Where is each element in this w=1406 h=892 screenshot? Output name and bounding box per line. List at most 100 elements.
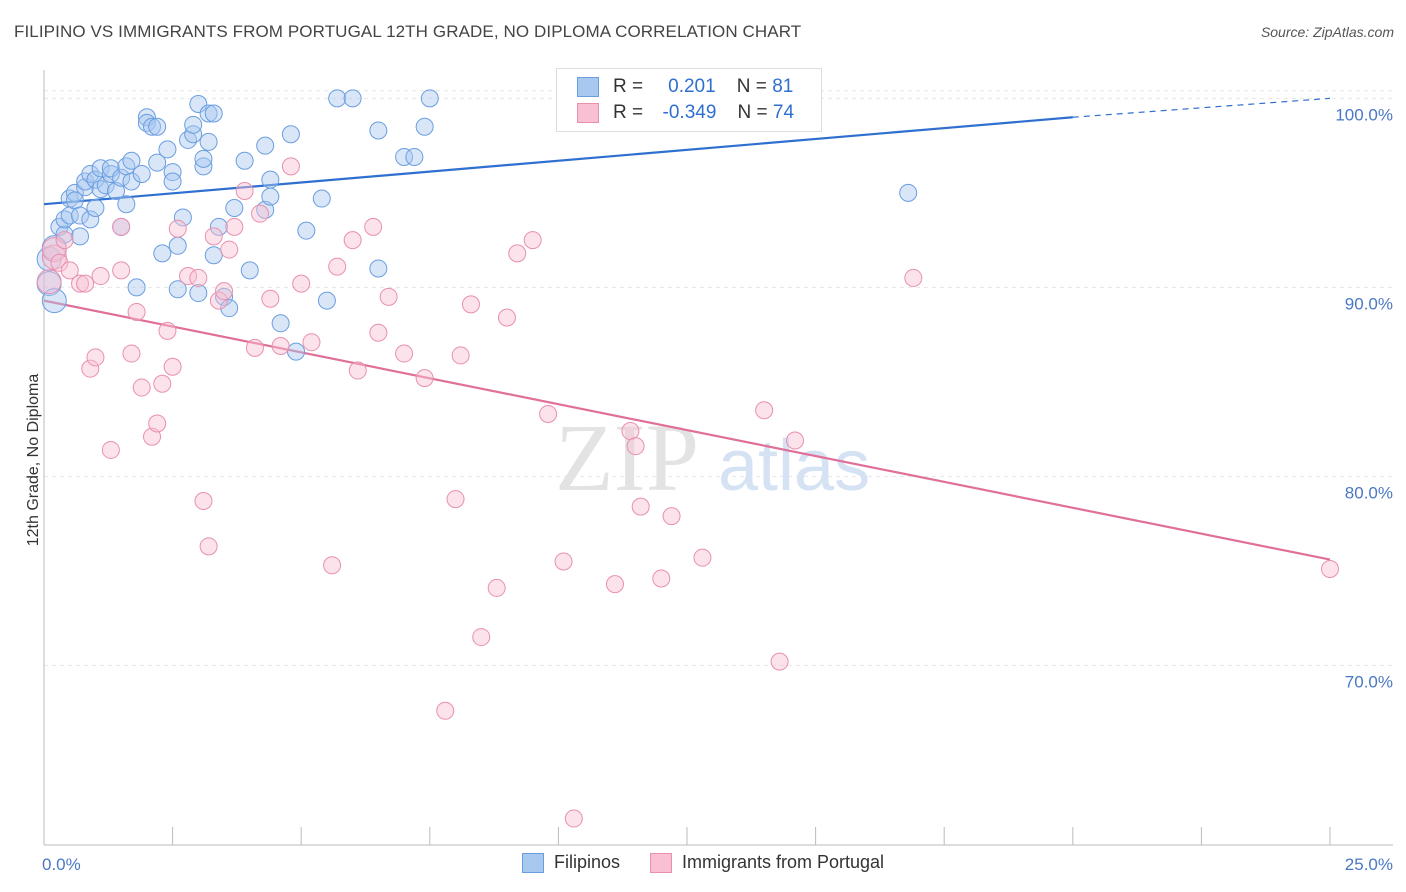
series-label-filipinos: Filipinos: [553, 852, 620, 872]
data-point-portugal: [348, 361, 367, 380]
data-point-filipinos: [122, 151, 141, 170]
data-point-filipinos: [204, 246, 223, 265]
data-point-filipinos: [189, 95, 208, 114]
data-point-portugal: [209, 291, 228, 310]
data-point-filipinos: [153, 244, 172, 263]
data-point-portugal: [292, 274, 311, 293]
data-point-filipinos: [122, 172, 141, 191]
legend: R = 0.201 N = 81 R = -0.349 N = 74: [556, 68, 822, 132]
data-point-portugal: [523, 231, 542, 250]
series-legend-filipinos[interactable]: Filipinos: [521, 852, 620, 873]
data-point-filipinos: [199, 132, 218, 151]
legend-n-value: 74: [772, 102, 795, 123]
data-point-filipinos: [184, 125, 203, 144]
data-point-portugal: [215, 282, 234, 301]
legend-r-value: 0.201: [668, 76, 716, 97]
legend-r-label: R =: [613, 102, 644, 123]
data-point-portugal: [652, 569, 671, 588]
series-label-portugal: Immigrants from Portugal: [681, 852, 885, 872]
data-point-filipinos: [194, 149, 213, 168]
data-point-filipinos: [312, 189, 331, 208]
data-point-filipinos: [81, 164, 100, 183]
data-point-portugal: [81, 359, 100, 378]
data-point-filipinos: [343, 89, 362, 108]
data-point-filipinos: [168, 236, 187, 255]
y-tick-label: 100.0%: [1335, 105, 1393, 124]
data-point-portugal: [86, 348, 105, 367]
series-legend-portugal[interactable]: Immigrants from Portugal: [649, 852, 885, 873]
chart-title: FILIPINO VS IMMIGRANTS FROM PORTUGAL 12T…: [14, 22, 802, 41]
data-point-filipinos: [184, 115, 203, 134]
data-point-portugal: [328, 257, 347, 276]
data-point-filipinos: [405, 147, 424, 166]
data-point-portugal: [323, 556, 342, 575]
data-point-filipinos: [148, 153, 167, 172]
x-tick-label: 0.0%: [42, 855, 81, 874]
data-point-filipinos: [112, 168, 131, 187]
data-point-portugal: [379, 287, 398, 306]
data-point-portugal: [436, 701, 455, 720]
data-point-portugal: [60, 261, 79, 280]
data-point-filipinos: [328, 89, 347, 108]
data-point-portugal: [487, 578, 506, 597]
data-point-filipinos: [271, 314, 290, 333]
data-point-filipinos: [256, 136, 275, 155]
data-point-portugal: [904, 268, 923, 287]
legend-n-label: N =: [736, 76, 767, 97]
data-point-portugal: [132, 378, 151, 397]
data-point-filipinos: [76, 178, 95, 197]
trend-line-portugal: [43, 299, 1331, 561]
trend-line-filipinos: [43, 116, 1073, 206]
legend-r-value: -0.349: [662, 102, 717, 123]
data-point-portugal: [163, 357, 182, 376]
series-legend: Filipinos Immigrants from Portugal: [0, 852, 1406, 873]
legend-n-label: N =: [737, 102, 768, 123]
data-point-portugal: [101, 440, 120, 459]
data-point-portugal: [112, 261, 131, 280]
legend-swatch-portugal: [577, 103, 599, 123]
data-point-filipinos: [281, 125, 300, 144]
data-point-filipinos: [158, 140, 177, 159]
data-point-portugal: [235, 181, 254, 200]
data-point-portugal: [343, 231, 362, 250]
data-point-filipinos: [143, 117, 162, 136]
data-point-portugal: [143, 427, 162, 446]
data-point-portugal: [755, 401, 774, 420]
data-point-portugal: [693, 548, 712, 567]
trend-line-filipinos-extrapolated: [1072, 97, 1331, 118]
data-point-filipinos: [220, 299, 239, 318]
data-point-portugal: [539, 405, 558, 424]
legend-n-value: 81: [772, 76, 794, 97]
data-point-filipinos: [86, 198, 105, 217]
data-point-filipinos: [395, 147, 414, 166]
data-point-filipinos: [117, 195, 136, 214]
data-point-portugal: [112, 217, 131, 236]
data-point-portugal: [415, 369, 434, 388]
data-point-portugal: [168, 219, 187, 238]
data-point-filipinos: [420, 89, 439, 108]
data-point-portugal: [41, 237, 67, 263]
x-tick-label: 25.0%: [1345, 855, 1393, 874]
data-point-portugal: [631, 497, 650, 516]
legend-swatch-filipinos: [577, 77, 599, 97]
data-point-filipinos: [71, 206, 90, 225]
data-point-filipinos: [317, 291, 336, 310]
data-point-filipinos: [168, 280, 187, 299]
data-point-portugal: [127, 302, 146, 321]
data-point-portugal: [554, 552, 573, 571]
data-point-filipinos: [194, 157, 213, 176]
data-point-portugal: [158, 321, 177, 340]
data-point-portugal: [1321, 560, 1339, 579]
data-point-filipinos: [204, 104, 223, 123]
data-point-filipinos: [369, 121, 388, 140]
data-point-portugal: [91, 267, 110, 286]
data-point-portugal: [251, 204, 270, 223]
data-point-portugal: [50, 253, 69, 272]
data-point-filipinos: [287, 342, 306, 361]
y-tick-label: 70.0%: [1345, 672, 1393, 691]
y-tick-label: 90.0%: [1345, 294, 1393, 313]
data-point-filipinos: [261, 170, 280, 189]
y-axis-label: 12th Grade, No Diploma: [25, 374, 42, 547]
data-point-portugal: [148, 414, 167, 433]
